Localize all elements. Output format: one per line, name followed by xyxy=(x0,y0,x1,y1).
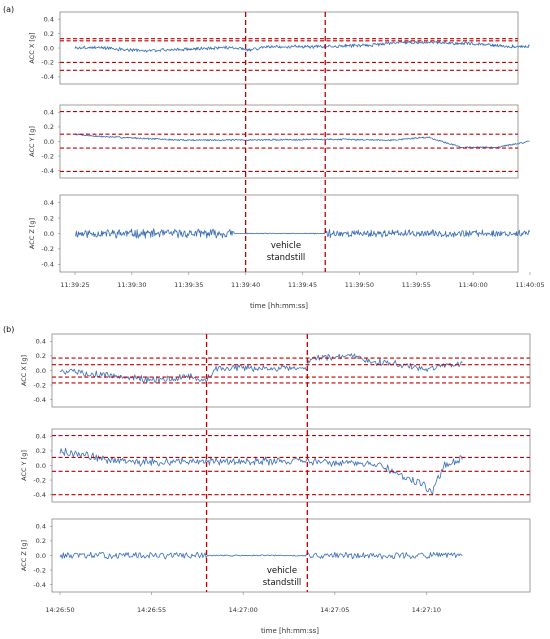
figure-a-subplot-3-series-line xyxy=(74,228,530,239)
x-tick-label: 11:39:30 xyxy=(117,281,146,289)
panel-label-a: (a) xyxy=(3,5,14,14)
y-tick-label: 0.0 xyxy=(36,367,46,375)
x-tick-label: 14:27:10 xyxy=(412,606,441,614)
x-tick-label: 11:39:25 xyxy=(60,281,89,289)
y-tick-label: 0.2 xyxy=(36,352,46,360)
figure-b-x-ticks: 14:26:50 14:26:55 14:27:00 14:27:05 14:27:10 xyxy=(45,592,441,614)
y-tick-label: -0.2 xyxy=(41,59,54,67)
figure-a-subplot-3: 0.4 0.2 0.0 -0.2 -0.4 ACC Z [g] xyxy=(28,194,530,273)
y-tick-label: 0.0 xyxy=(44,44,54,52)
figure-a-subplot-2-frame xyxy=(59,104,519,179)
y-tick-label: 0.2 xyxy=(36,537,46,545)
y-tick-label: -0.4 xyxy=(41,73,54,81)
figure-b-subplot-3-series-line xyxy=(59,551,463,560)
figure-b-subplot-2-series-line xyxy=(59,447,463,495)
figure-b-subplot-1: 0.4 0.2 0.0 -0.2 -0.4 ACC X [g] xyxy=(20,333,531,408)
y-tick-label: -0.4 xyxy=(41,167,54,175)
x-tick-label: 11:39:40 xyxy=(231,281,260,289)
figure-a-y-axis-label-1: ACC X [g] xyxy=(28,32,36,63)
figure-a-subplot-1: 0.4 0.2 0.0 -0.2 -0.4 ACC X [g] xyxy=(28,11,530,85)
x-tick-label: 11:39:55 xyxy=(402,281,431,289)
y-tick-label: 0.2 xyxy=(44,123,54,131)
x-tick-label: 11:39:35 xyxy=(174,281,203,289)
y-tick-label: 0.4 xyxy=(36,433,46,441)
figure-b-plots: 0.4 0.2 0.0 -0.2 -0.4 ACC X [g] 0.4 0.2 0.0 -0.2 -… xyxy=(20,333,531,593)
y-tick-label: 0.0 xyxy=(44,138,54,146)
x-tick-label: 11:40:00 xyxy=(459,281,488,289)
figure-b-subplot-1-series-line xyxy=(59,353,463,384)
figure-a-subplot-2: 0.4 0.2 0.0 -0.2 -0.4 ACC Y [g] xyxy=(28,104,530,179)
figure-b-subplot-2: 0.4 0.2 0.0 -0.2 -0.4 ACC Y [g] xyxy=(20,428,531,503)
figure-b-x-axis-label: time [hh:mm:ss] xyxy=(261,627,319,635)
y-tick-label: -0.4 xyxy=(33,581,46,589)
panel-label-b: (b) xyxy=(3,325,14,334)
figure-a-subplot-1-series-line xyxy=(74,40,530,53)
y-tick-label: -0.4 xyxy=(33,396,46,404)
figure-b-y-axis-label-2: ACC Y [g] xyxy=(20,450,28,481)
y-tick-label: 0.4 xyxy=(44,199,54,207)
y-tick-label: -0.2 xyxy=(41,152,54,160)
y-tick-label: 0.4 xyxy=(44,109,54,117)
y-tick-label: 0.0 xyxy=(36,462,46,470)
y-tick-label: 0.2 xyxy=(44,214,54,222)
figure-a-y-axis-label-2: ACC Y [g] xyxy=(28,126,36,157)
figure-b-annotation-line1: vehicle xyxy=(267,566,297,576)
figure-a-subplot-2-series-line xyxy=(74,133,530,149)
figure-b-subplot-3: 0.4 0.2 0.0 -0.2 -0.4 ACC Z [g] xyxy=(20,518,531,593)
figure-b-y-axis-label-3: ACC Z [g] xyxy=(20,540,28,571)
figure-a-plots: 0.4 0.2 0.0 -0.2 -0.4 ACC X [g] 0.4 0.2 0.0 -0.2 -… xyxy=(28,11,530,273)
x-tick-label: 14:27:05 xyxy=(320,606,349,614)
figure-a-x-axis-label: time [hh:mm:ss] xyxy=(250,302,308,310)
y-tick-label: 0.0 xyxy=(36,552,46,560)
y-tick-label: 0.4 xyxy=(36,338,46,346)
y-tick-label: -0.4 xyxy=(41,261,54,269)
figure-b-y-axis-label-1: ACC X [g] xyxy=(20,355,28,386)
x-tick-label: 11:39:45 xyxy=(288,281,317,289)
x-tick-label: 11:39:50 xyxy=(345,281,374,289)
y-tick-label: 0.2 xyxy=(36,447,46,455)
y-tick-label: -0.2 xyxy=(41,245,54,253)
figure-a-x-ticks: 11:39:25 11:39:30 11:39:35 11:39:40 11:39:45… xyxy=(60,272,545,289)
y-tick-label: -0.2 xyxy=(33,476,46,484)
figure-b-annotation-line2: standstill xyxy=(263,578,302,588)
figure-b-subplot-1-frame xyxy=(51,333,531,408)
x-tick-label: 14:26:50 xyxy=(45,606,74,614)
y-tick-label: 0.2 xyxy=(44,30,54,38)
figure-b-subplot-2-frame xyxy=(51,428,531,503)
y-tick-label: -0.2 xyxy=(33,381,46,389)
figure-a-annotation-line1: vehicle xyxy=(271,241,301,251)
y-tick-label: 0.4 xyxy=(36,523,46,531)
x-tick-label: 14:27:00 xyxy=(229,606,258,614)
figure-a-annotation-line2: standstill xyxy=(267,253,306,263)
y-tick-label: 0.4 xyxy=(44,16,54,24)
y-tick-label: -0.2 xyxy=(33,566,46,574)
y-tick-label: 0.0 xyxy=(44,230,54,238)
x-tick-label: 11:40:05 xyxy=(515,281,544,289)
x-tick-label: 14:26:55 xyxy=(137,606,166,614)
figure-a-y-axis-label-3: ACC Z [g] xyxy=(28,218,36,249)
y-tick-label: -0.4 xyxy=(33,491,46,499)
